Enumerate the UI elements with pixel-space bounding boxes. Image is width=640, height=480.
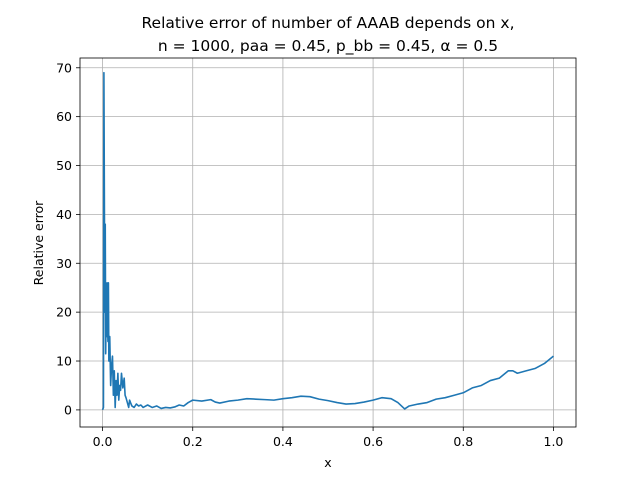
grid-lines	[80, 58, 576, 427]
y-tick-label: 20	[56, 305, 72, 320]
y-tick-label: 60	[56, 109, 72, 124]
y-tick-label: 70	[56, 60, 72, 75]
x-axis-label: x	[324, 455, 331, 470]
series-layer	[101, 71, 554, 411]
y-tick-label: 0	[64, 402, 72, 417]
x-tick-label: 0.2	[183, 434, 203, 449]
x-axis: 0.0 0.2 0.4 0.6 0.8 1.0	[93, 427, 564, 449]
y-tick-label: 40	[56, 207, 72, 222]
x-tick-label: 0.8	[453, 434, 473, 449]
plot-area-frame	[79, 57, 577, 428]
y-axis: 0 10 20 30 40 50 60 70	[56, 60, 80, 417]
y-tick-label: 30	[56, 256, 72, 271]
y-axis-label: Relative error	[31, 200, 46, 286]
y-tick-label: 10	[56, 354, 72, 369]
series-line	[101, 71, 554, 411]
x-tick-label: 0.6	[363, 434, 383, 449]
chart-title-line2: n = 1000, paa = 0.45, p_bb = 0.45, α = 0…	[158, 37, 498, 56]
x-tick-label: 0.0	[93, 434, 113, 449]
x-tick-label: 1.0	[544, 434, 564, 449]
y-tick-label: 50	[56, 158, 72, 173]
x-tick-label: 0.4	[273, 434, 293, 449]
chart-title-line1: Relative error of number of AAAB depends…	[141, 14, 514, 32]
